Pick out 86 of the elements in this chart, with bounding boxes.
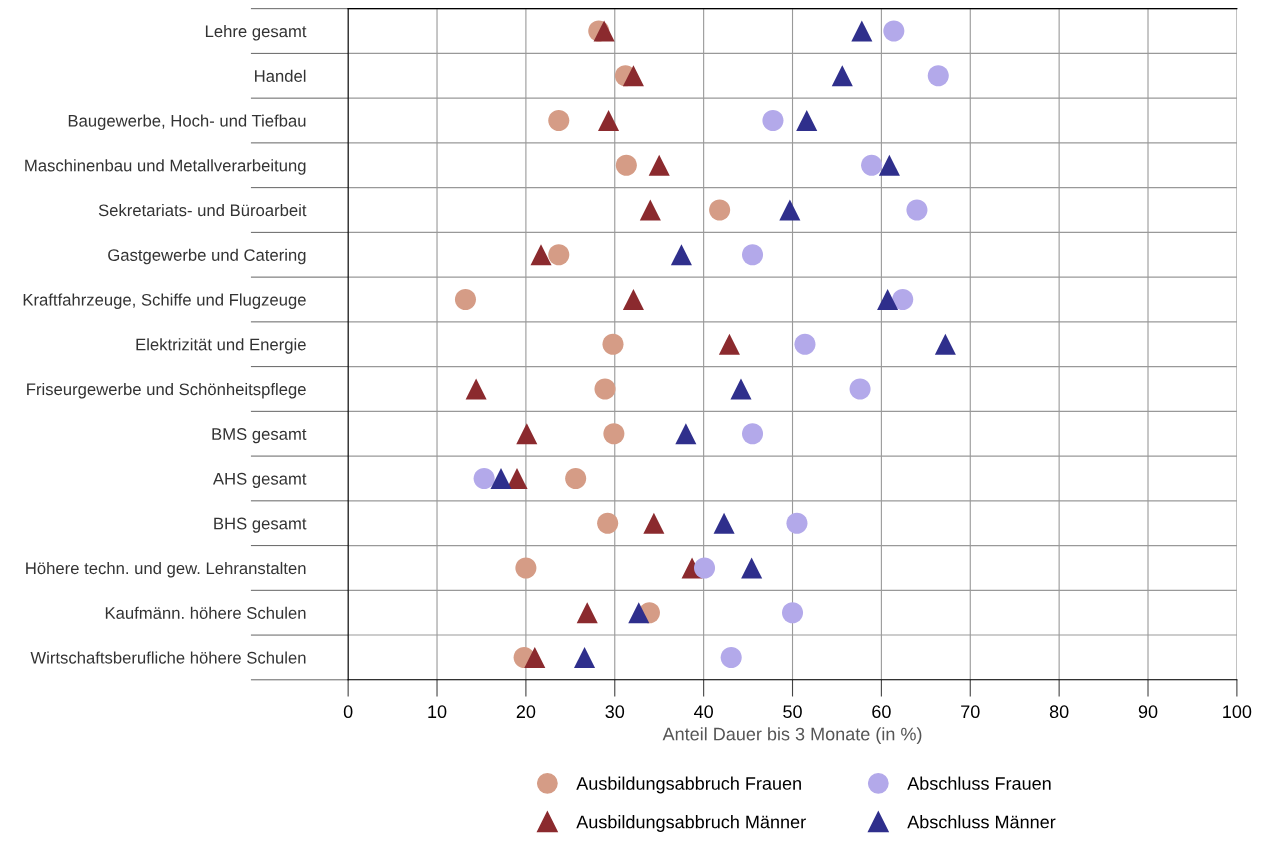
y-tick-label: Lehre gesamt xyxy=(205,24,307,41)
x-tick-label: 40 xyxy=(694,705,713,719)
point xyxy=(878,154,900,176)
point xyxy=(779,199,801,221)
point xyxy=(465,378,487,400)
x-tick-label: 70 xyxy=(961,705,980,719)
point xyxy=(831,65,853,87)
point xyxy=(648,154,670,176)
point xyxy=(597,512,619,534)
point xyxy=(762,109,784,132)
legend-label: Ausbildungsabbruch Frauen xyxy=(576,776,801,794)
x-tick-label: 10 xyxy=(428,705,447,719)
x-tick-label: 80 xyxy=(1049,705,1069,719)
y-tick-label: AHS gesamt xyxy=(212,472,307,488)
y-tick-label: Elektrizität und Energie xyxy=(136,338,306,354)
point xyxy=(675,423,697,445)
point xyxy=(741,244,764,266)
point xyxy=(694,557,716,579)
legend-label: Ausbildungsabbruch Männer xyxy=(576,815,806,832)
point xyxy=(593,20,615,42)
legend-label: Abschluss Männer xyxy=(907,815,1056,829)
point xyxy=(906,199,928,221)
point xyxy=(781,602,804,624)
point xyxy=(516,423,538,445)
point xyxy=(594,378,616,400)
point xyxy=(515,557,537,579)
point xyxy=(741,557,763,579)
point xyxy=(524,646,546,668)
x-tick-label: 100 xyxy=(1223,705,1252,719)
y-tick-label: Friseurgewerbe und Schönheitspflege xyxy=(27,382,306,399)
point xyxy=(718,333,740,355)
x-axis-title: Anteil Dauer bis 3 Monate (in %) xyxy=(662,727,922,745)
x-tick-label: 20 xyxy=(516,705,536,719)
point xyxy=(576,602,598,624)
point xyxy=(861,154,883,176)
point xyxy=(603,423,625,445)
point xyxy=(713,512,735,534)
y-tick-label: Kaufmänn. höhere Schulen xyxy=(105,606,306,619)
x-tick-label: 60 xyxy=(872,705,891,719)
point xyxy=(628,602,650,624)
point xyxy=(741,423,764,445)
point xyxy=(892,288,914,311)
point xyxy=(548,109,570,132)
x-tick-label: 0 xyxy=(343,705,353,719)
x-tick-label: 30 xyxy=(605,705,625,719)
point xyxy=(643,512,665,534)
y-tick-label: Höhere techn. und gew. Lehranstalten xyxy=(26,561,306,578)
y-tick-label: Baugewerbe, Hoch- und Tiefbau xyxy=(68,114,306,131)
point xyxy=(602,333,624,355)
point xyxy=(530,244,552,266)
point xyxy=(670,244,692,266)
y-tick-label: Sekretariats- und Büroarbeit xyxy=(98,203,307,217)
y-tick-label: Gastgewerbe und Catering xyxy=(108,248,306,265)
point xyxy=(934,333,956,355)
point xyxy=(473,467,495,489)
point xyxy=(877,288,899,311)
point xyxy=(709,199,731,221)
point xyxy=(574,646,596,668)
y-tick-label: Handel xyxy=(255,69,306,82)
point xyxy=(794,333,816,355)
point xyxy=(490,467,512,489)
point xyxy=(622,288,644,311)
point xyxy=(883,20,905,42)
y-tick-label: BHS gesamt xyxy=(214,517,307,533)
point xyxy=(720,646,742,668)
point xyxy=(598,109,620,132)
y-tick-label: Wirtschaftsberufliche höhere Schulen xyxy=(30,651,306,664)
point xyxy=(851,20,873,42)
y-tick-label: Kraftfahrzeuge, Schiffe und Flugzeuge xyxy=(23,293,306,309)
y-tick-label: BMS gesamt xyxy=(212,428,307,444)
point xyxy=(506,467,528,489)
point xyxy=(548,244,570,266)
point xyxy=(927,65,949,87)
point xyxy=(622,65,644,87)
x-tick-label: 50 xyxy=(783,705,802,719)
point xyxy=(730,378,752,400)
point xyxy=(796,109,818,132)
point xyxy=(454,288,476,311)
x-tick-label: 90 xyxy=(1138,705,1158,719)
point xyxy=(615,154,637,176)
point xyxy=(786,512,808,534)
y-tick-label: Maschinenbau und Metallverarbeitung xyxy=(25,159,306,175)
legend-label: Abschluss Frauen xyxy=(907,776,1051,790)
point xyxy=(639,199,661,221)
point xyxy=(849,378,871,400)
point xyxy=(565,467,587,489)
